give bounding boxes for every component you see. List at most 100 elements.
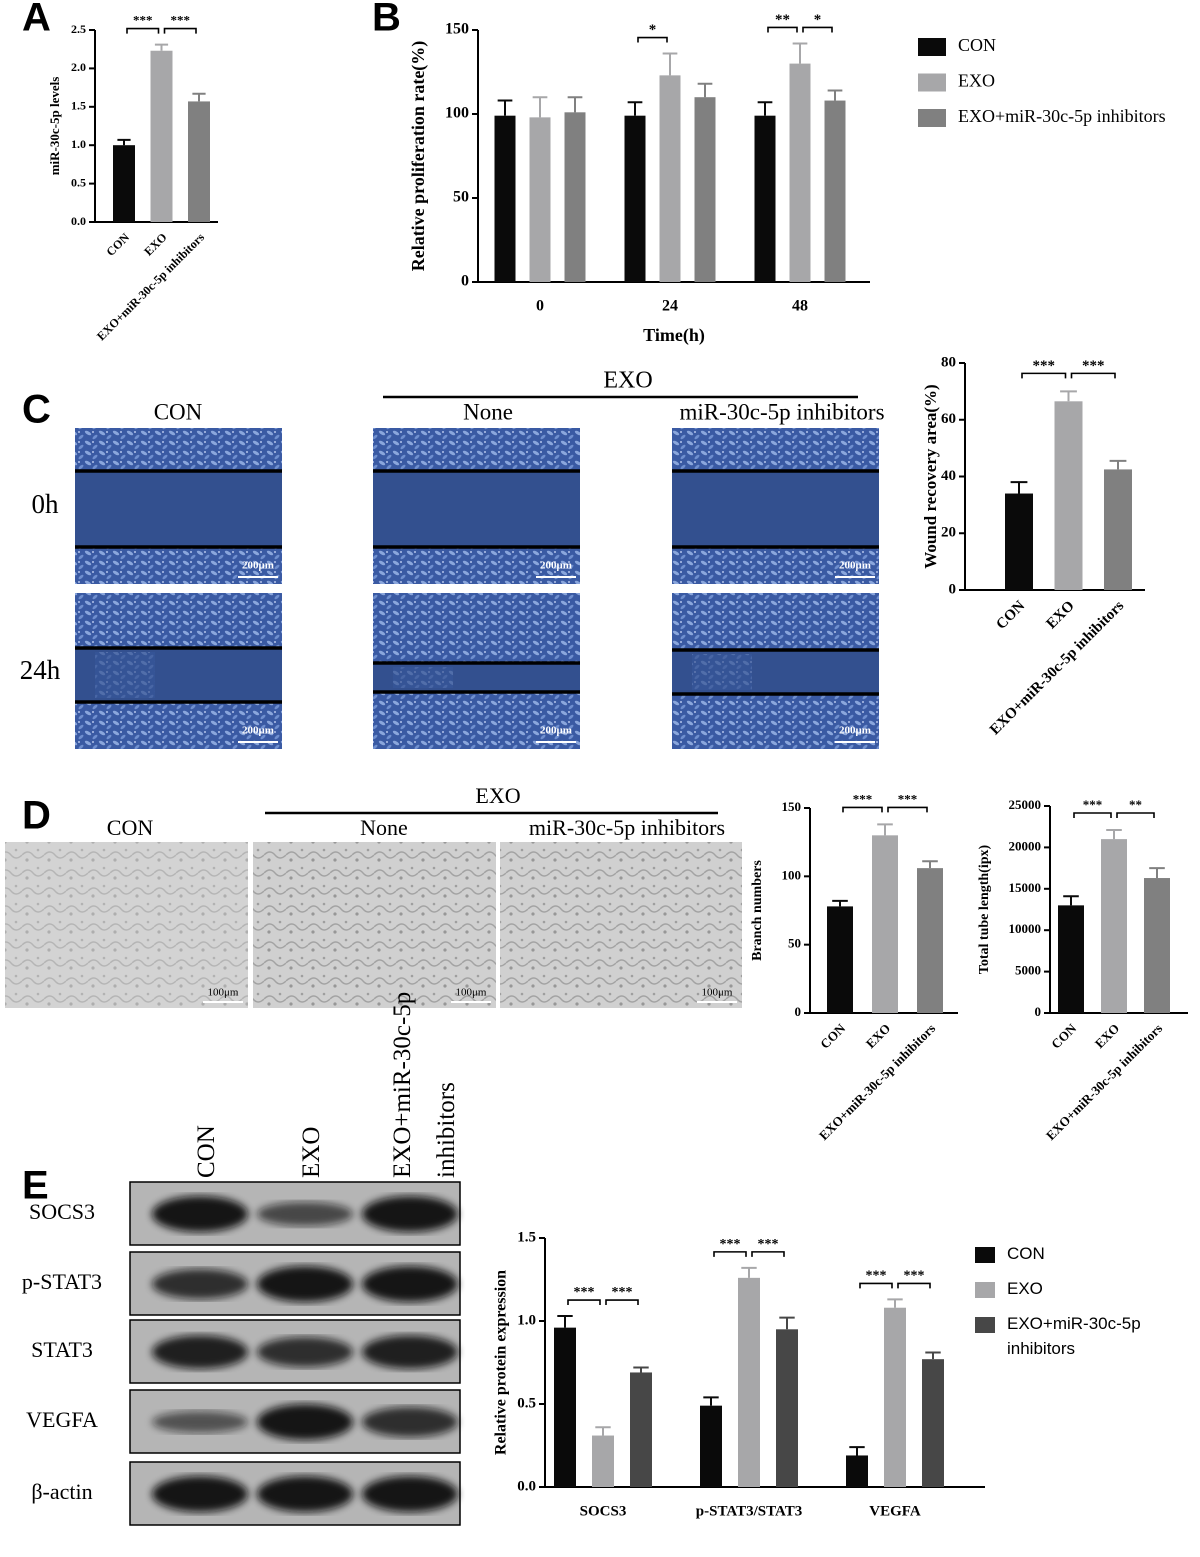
y-axis-label: Branch numbers	[750, 860, 765, 961]
bar	[776, 1329, 798, 1487]
y-tick-label: 20	[941, 525, 956, 541]
scale-label: 200μm	[839, 725, 871, 737]
label: EXO	[1007, 1279, 1043, 1298]
x-tick-label: EXO	[1092, 1021, 1123, 1052]
y-tick-label: 0.5	[71, 175, 86, 189]
bar	[1054, 401, 1083, 590]
bar	[827, 906, 853, 1013]
blot-band	[257, 1476, 353, 1512]
bar	[1101, 839, 1127, 1013]
x-axis-label: Time(h)	[643, 325, 705, 346]
x-tick-label: CON	[1048, 1020, 1079, 1051]
legend-swatch	[918, 38, 946, 56]
tube-image	[500, 842, 742, 1008]
cell-layer	[373, 593, 580, 663]
tube-image	[5, 842, 248, 1008]
label: EXO+miR-30c-5p inhibitors	[1007, 1314, 1141, 1358]
column-label: CON	[154, 399, 203, 424]
significance-bracket	[1070, 372, 1116, 379]
error-bar	[792, 42, 808, 64]
y-tick-label: 1.5	[71, 99, 86, 113]
blot-band	[152, 1335, 248, 1369]
error-bar	[154, 43, 169, 51]
significance-bracket	[842, 806, 883, 813]
protein-label: β-actin	[31, 1479, 92, 1504]
y-tick-label: 5000	[1015, 963, 1041, 978]
scale-label: 200μm	[242, 560, 274, 572]
x-tick-label: EXO	[141, 230, 169, 258]
y-tick-label: 0	[795, 1004, 802, 1019]
significance-bracket	[713, 1251, 747, 1257]
blot-band	[152, 1196, 248, 1232]
image-haze	[253, 842, 496, 1008]
column-label: CON	[107, 815, 154, 840]
x-tick-label: 0	[536, 298, 544, 315]
y-tick-label: 40	[941, 468, 956, 484]
bar	[754, 115, 776, 283]
bar	[529, 117, 551, 282]
bar	[113, 145, 135, 222]
error-bar	[497, 99, 513, 116]
blot-band	[362, 1335, 458, 1369]
legend-swatch	[975, 1282, 995, 1298]
row-label: 0h	[32, 489, 60, 519]
y-tick-label: 150	[445, 21, 469, 38]
scattered-cells	[95, 652, 155, 698]
bar	[789, 63, 811, 282]
significance-label: ***	[1082, 358, 1105, 374]
bar	[700, 1405, 722, 1487]
bar	[922, 1359, 944, 1487]
significance-label: ***	[898, 791, 918, 806]
y-tick-label: 80	[941, 354, 956, 370]
legend-swatch	[975, 1247, 995, 1263]
error-bar	[532, 96, 548, 118]
cell-layer	[672, 694, 879, 749]
legend-swatch	[918, 73, 946, 92]
blot-band	[152, 1411, 248, 1433]
blot-band	[152, 1476, 248, 1512]
bar	[188, 101, 210, 222]
y-tick-label: 1.5	[517, 1229, 536, 1245]
x-tick-label: SOCS3	[580, 1503, 627, 1519]
significance-bracket	[567, 1299, 601, 1306]
column-label: miR-30c-5p inhibitors	[529, 815, 725, 840]
significance-bracket	[859, 1282, 893, 1289]
bar	[554, 1327, 576, 1487]
y-tick-label: 0.0	[71, 214, 86, 228]
scale-label: 200μm	[242, 725, 274, 737]
cell-layer	[373, 692, 580, 749]
significance-label: ***	[904, 1269, 925, 1284]
bar	[150, 50, 173, 223]
y-tick-label: 2.0	[71, 60, 86, 74]
y-tick-label: 20000	[1009, 838, 1042, 853]
y-tick-label: 0.0	[517, 1478, 536, 1494]
blot-band	[362, 1407, 458, 1437]
error-bar	[1063, 895, 1079, 906]
bar	[1005, 493, 1033, 590]
significance-bracket	[1021, 372, 1067, 379]
y-tick-label: 0	[1035, 1004, 1042, 1019]
significance-label: *	[649, 22, 657, 38]
error-bar	[633, 1366, 649, 1373]
scattered-cells	[393, 667, 453, 688]
blot-band	[362, 1196, 458, 1232]
y-tick-label: 2.5	[71, 22, 86, 36]
x-tick-label: CON	[103, 230, 132, 259]
y-tick-label: 1.0	[71, 137, 86, 151]
significance-label: ***	[1033, 358, 1056, 374]
scale-label: 100μm	[208, 987, 239, 999]
bar	[1144, 878, 1170, 1013]
bar	[630, 1372, 652, 1487]
x-tick-label: EXO	[1043, 598, 1077, 632]
y-tick-label: 150	[782, 799, 802, 814]
column-label: miR-30c-5p inhibitors	[679, 399, 884, 424]
cell-layer	[75, 593, 282, 648]
bar	[738, 1277, 760, 1487]
y-axis-label: Total tube length(ipx)	[977, 844, 992, 974]
cell-layer	[672, 593, 879, 650]
blot-band	[152, 1269, 248, 1299]
scattered-cells	[692, 654, 752, 690]
error-bar	[557, 1315, 573, 1328]
scale-label: 200μm	[540, 560, 572, 572]
